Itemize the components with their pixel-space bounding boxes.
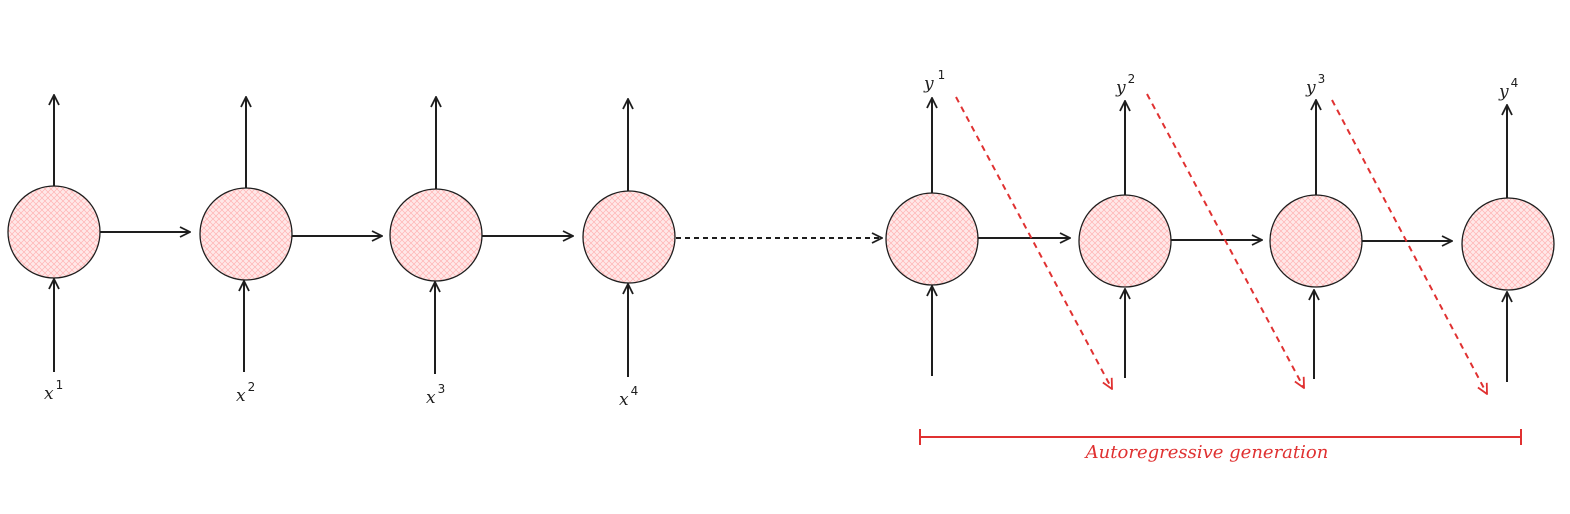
rnn-node (7, 185, 101, 279)
rnn-node (1461, 197, 1555, 291)
rnn-node (1269, 194, 1363, 288)
rnn-node (885, 192, 979, 286)
autoregressive-span: Autoregressive generation (919, 429, 1522, 463)
feedback-arrow-2 (1146, 93, 1304, 388)
rnn-node (199, 187, 293, 281)
feedback-arrow-1 (955, 96, 1112, 389)
rnn-node (389, 188, 483, 282)
feedback-arrow-3 (1331, 99, 1487, 394)
rnn-node (582, 190, 676, 284)
rnn-node (1078, 194, 1172, 288)
span-caption: Autoregressive generation (1084, 442, 1329, 463)
